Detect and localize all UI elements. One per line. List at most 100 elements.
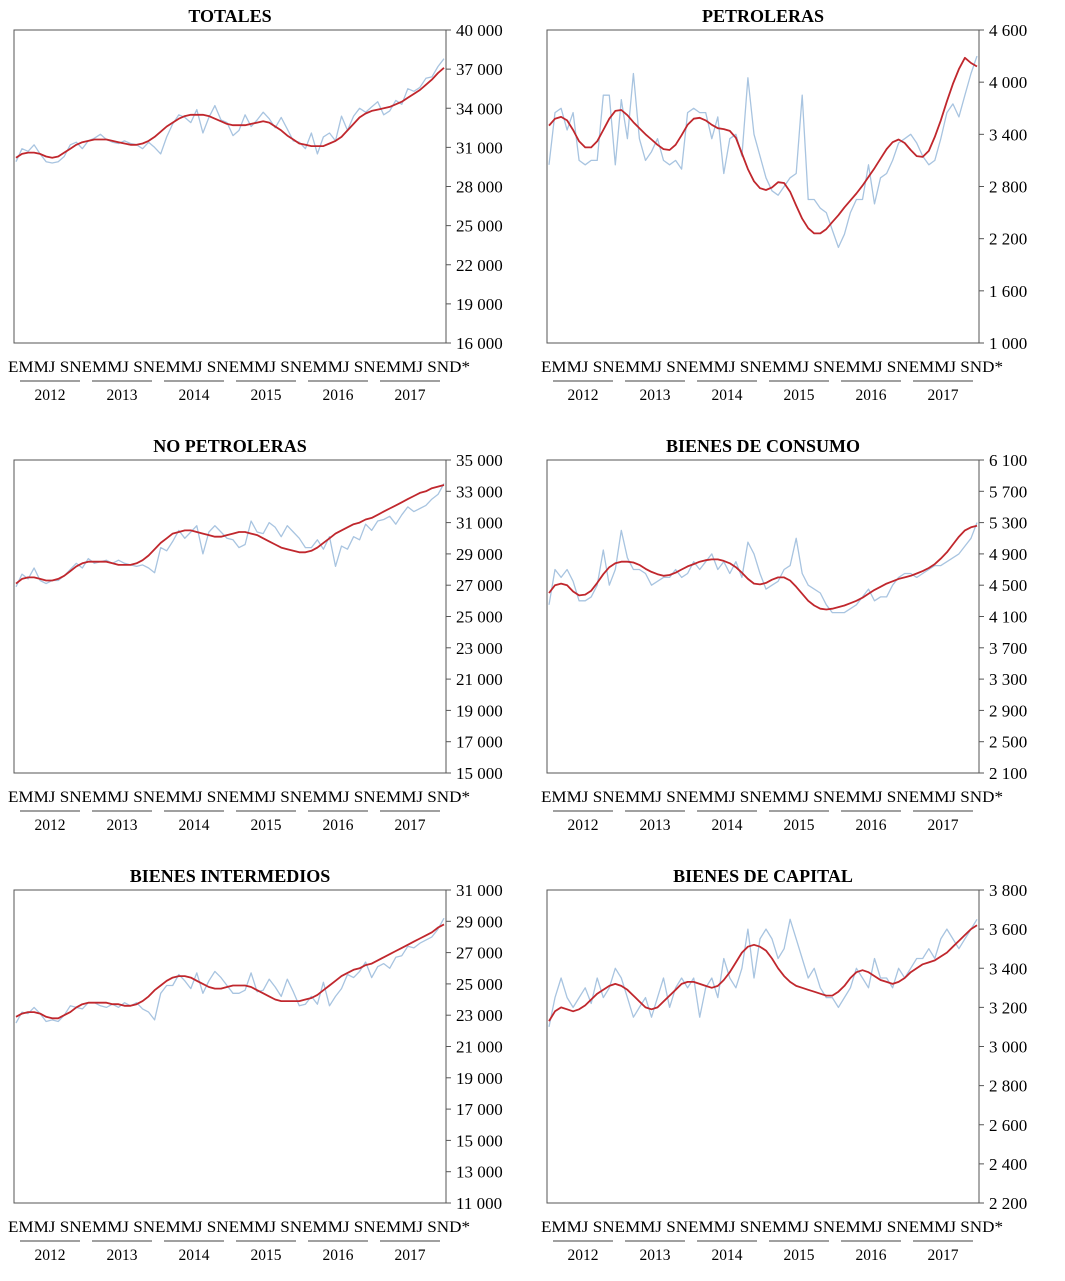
y-tick-label: 21 000: [456, 670, 503, 689]
y-tick-label: 17 000: [456, 733, 503, 752]
x-month-labels: EMMJ SNEMMJ SNEMMJ SNEMMJ SNEMMJ SNEMMJ …: [541, 359, 1003, 376]
x-year-label: 2016: [323, 817, 354, 834]
x-year-label: 2017: [928, 387, 959, 404]
y-tick-label: 3 400: [989, 959, 1027, 978]
x-year-label: 2017: [395, 1247, 426, 1264]
y-tick-label: 3 300: [989, 670, 1027, 689]
y-tick-label: 23 000: [456, 639, 503, 658]
y-tick-label: 11 000: [456, 1194, 502, 1213]
y-tick-label: 19 000: [456, 1069, 503, 1088]
y-tick-label: 25 000: [456, 608, 503, 627]
chart-svg: TOTALES 40 000 37 000 34 000 31 000 28 000 25 …: [8, 6, 503, 404]
chart-panel-petroleras: PETROLERAS 4 600 4 000 3 400 2 800 2 200 1 600…: [533, 0, 1065, 421]
y-tick-label: 1 600: [989, 282, 1027, 301]
plot-area: [13, 459, 447, 774]
y-tick-label: 34 000: [456, 99, 503, 118]
x-year-label: 2016: [323, 387, 354, 404]
y-tick-label: 2 100: [989, 764, 1027, 783]
x-year-label: 2013: [107, 387, 138, 404]
x-month-labels: EMMJ SNEMMJ SNEMMJ SNEMMJ SNEMMJ SNEMMJ …: [541, 1219, 1003, 1236]
x-year-label: 2015: [251, 817, 282, 834]
y-tick-label: 29 000: [456, 545, 503, 564]
y-tick-label: 19 000: [456, 295, 503, 314]
y-tick-label: 2 200: [989, 230, 1027, 249]
y-tick-label: 3 200: [989, 998, 1027, 1017]
x-year-label: 2014: [179, 817, 210, 834]
x-year-label: 2013: [640, 1247, 671, 1264]
y-tick-label: 17 000: [456, 1100, 503, 1119]
x-year-label: 2014: [712, 1247, 743, 1264]
x-year-label: 2015: [784, 817, 815, 834]
y-tick-label: 3 000: [989, 1038, 1027, 1057]
y-tick-label: 4 100: [989, 608, 1027, 627]
series-raw-line: [15, 483, 445, 588]
y-tick-label: 16 000: [456, 334, 503, 353]
y-tick-label: 3 400: [989, 125, 1027, 144]
chart-title: PETROLERAS: [702, 6, 824, 26]
y-tick-label: 25 000: [456, 975, 503, 994]
x-year-label: 2014: [179, 387, 210, 404]
chart-panel-totales: TOTALES 40 000 37 000 34 000 31 000 28 000 25 …: [0, 0, 532, 421]
x-year-label: 2016: [856, 1247, 887, 1264]
series-trend-line: [548, 924, 978, 1022]
y-tick-label: 37 000: [456, 60, 503, 79]
chart-title: NO PETROLERAS: [153, 436, 307, 456]
x-year-label: 2013: [640, 387, 671, 404]
series-trend-line: [15, 67, 445, 159]
x-year-label: 2012: [35, 1247, 66, 1264]
y-tick-label: 4 600: [989, 21, 1027, 40]
series-trend-line: [15, 923, 445, 1020]
chart-title: BIENES INTERMEDIOS: [130, 866, 331, 886]
y-tick-label: 23 000: [456, 1006, 503, 1025]
y-tick-label: 40 000: [456, 21, 503, 40]
y-tick-label: 15 000: [456, 1131, 503, 1150]
x-year-label: 2016: [856, 817, 887, 834]
x-year-label: 2017: [395, 817, 426, 834]
y-tick-label: 27 000: [456, 944, 503, 963]
y-tick-label: 13 000: [456, 1163, 503, 1182]
y-tick-label: 31 000: [456, 881, 503, 900]
chart-svg: BIENES DE CONSUMO 6 100 5 700 5 300 4 900 4 5…: [541, 436, 1027, 834]
chart-title: TOTALES: [188, 6, 271, 26]
plot-area: [13, 29, 447, 344]
y-tick-label: 2 600: [989, 1116, 1027, 1135]
y-tick-label: 4 500: [989, 576, 1027, 595]
x-year-label: 2014: [179, 1247, 210, 1264]
plot-area: [546, 889, 980, 1204]
y-tick-label: 29 000: [456, 912, 503, 931]
plot-area: [13, 889, 447, 1204]
chart-title: BIENES DE CONSUMO: [666, 436, 860, 456]
x-year-label: 2017: [928, 1247, 959, 1264]
y-tick-label: 31 000: [456, 138, 503, 157]
x-year-label: 2012: [568, 817, 599, 834]
plot-area: [546, 459, 980, 774]
y-tick-label: 2 800: [989, 178, 1027, 197]
chart-svg: NO PETROLERAS 35 000 33 000 31 000 29 000 27 …: [8, 436, 503, 834]
x-year-label: 2014: [712, 817, 743, 834]
y-tick-label: 4 000: [989, 73, 1027, 92]
series-raw-line: [15, 58, 445, 164]
y-tick-label: 22 000: [456, 256, 503, 275]
series-raw-line: [548, 522, 978, 614]
series-raw-line: [548, 918, 978, 1028]
x-year-label: 2016: [323, 1247, 354, 1264]
series-trend-line: [15, 484, 445, 585]
y-tick-label: 5 300: [989, 514, 1027, 533]
y-tick-label: 2 400: [989, 1155, 1027, 1174]
y-tick-label: 33 000: [456, 482, 503, 501]
x-month-labels: EMMJ SNEMMJ SNEMMJ SNEMMJ SNEMMJ SNEMMJ …: [8, 789, 470, 806]
x-year-label: 2015: [784, 1247, 815, 1264]
x-year-label: 2012: [568, 1247, 599, 1264]
y-tick-label: 3 600: [989, 920, 1027, 939]
y-tick-label: 19 000: [456, 701, 503, 720]
y-tick-label: 6 100: [989, 451, 1027, 470]
x-year-label: 2015: [251, 1247, 282, 1264]
chart-svg: PETROLERAS 4 600 4 000 3 400 2 800 2 200 1 600…: [541, 6, 1027, 404]
series-trend-line: [548, 56, 978, 235]
plot-area: [546, 29, 980, 344]
x-year-label: 2017: [928, 817, 959, 834]
chart-svg: BIENES INTERMEDIOS 31 000 29 000 27 000 25 0…: [8, 866, 503, 1264]
y-tick-label: 27 000: [456, 576, 503, 595]
y-tick-label: 2 800: [989, 1077, 1027, 1096]
y-tick-label: 2 900: [989, 701, 1027, 720]
